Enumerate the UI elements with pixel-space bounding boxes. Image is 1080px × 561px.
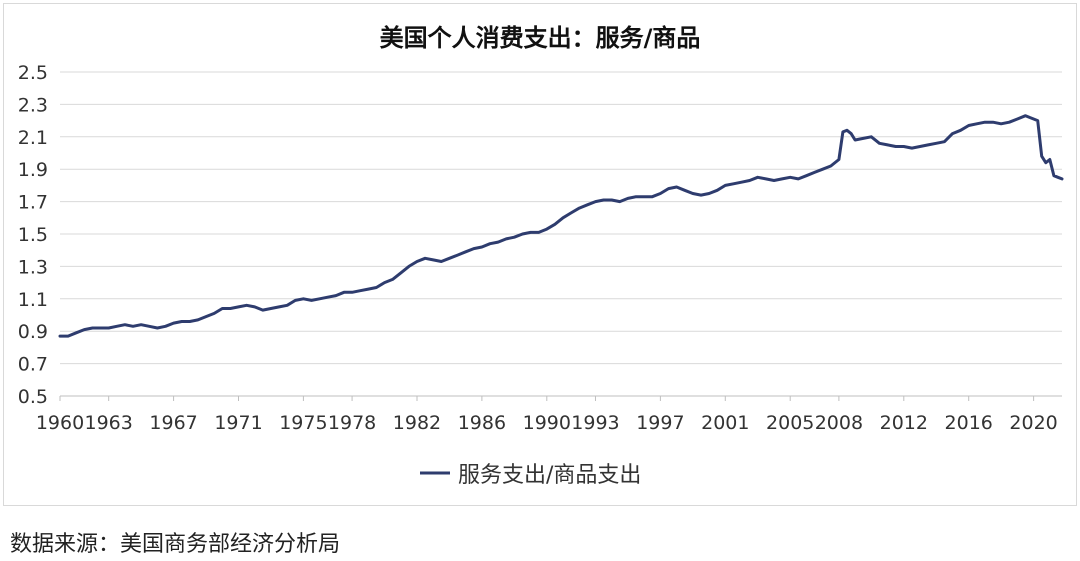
- x-tick-label: 1997: [636, 412, 684, 434]
- x-tick-label: 2016: [945, 412, 993, 434]
- x-tick-label: 2008: [815, 412, 863, 434]
- series-layer: [58, 114, 1064, 338]
- y-tick-label: 2.1: [18, 127, 48, 149]
- y-axis-labels: 0.5 0.7 0.9 1.1 1.3 1.5 1.7 1.9 2.1 2.3 2.5: [18, 62, 48, 408]
- y-tick-label: 0.5: [18, 386, 48, 408]
- x-tick-label: 1990: [523, 412, 571, 434]
- x-tick-label: 2005: [766, 412, 814, 434]
- x-tick-label: 1963: [85, 412, 133, 434]
- y-tick-label: 0.7: [18, 354, 48, 376]
- series-line: [58, 114, 1064, 338]
- y-tick-label: 2.3: [18, 94, 48, 116]
- legend: 服务支出/商品支出: [420, 463, 641, 488]
- x-tick-label: 1960: [36, 412, 84, 434]
- y-tick-label: 2.5: [18, 62, 48, 84]
- x-tick-label: 2020: [1009, 412, 1057, 434]
- x-tick-label: 1975: [279, 412, 327, 434]
- x-axis: 1960 1963 1967 1971 1975 1978 1982 1986 1990 1993…: [36, 395, 1062, 434]
- source-note: 数据来源：美国商务部经济分析局: [10, 532, 341, 557]
- x-tick-label: 1993: [571, 412, 619, 434]
- y-tick-label: 1.5: [18, 224, 48, 246]
- y-tick-label: 1.9: [18, 159, 48, 181]
- x-tick-label: 2001: [701, 412, 749, 434]
- x-tick-label: 1982: [393, 412, 441, 434]
- x-tick-label: 1967: [149, 412, 197, 434]
- x-tick-label: 2012: [880, 412, 928, 434]
- legend-label: 服务支出/商品支出: [458, 463, 641, 488]
- x-tick-label: 1978: [328, 412, 376, 434]
- y-tick-label: 1.1: [18, 289, 48, 311]
- gridlines: [60, 71, 1062, 365]
- y-tick-label: 0.9: [18, 321, 48, 343]
- chart-frame: [3, 3, 1077, 506]
- chart-title: 美国个人消费支出：服务/商品: [380, 24, 701, 52]
- y-tick-label: 1.3: [18, 256, 48, 278]
- y-tick-label: 1.7: [18, 192, 48, 214]
- x-tick-label: 1986: [458, 412, 506, 434]
- x-tick-label: 1971: [214, 412, 262, 434]
